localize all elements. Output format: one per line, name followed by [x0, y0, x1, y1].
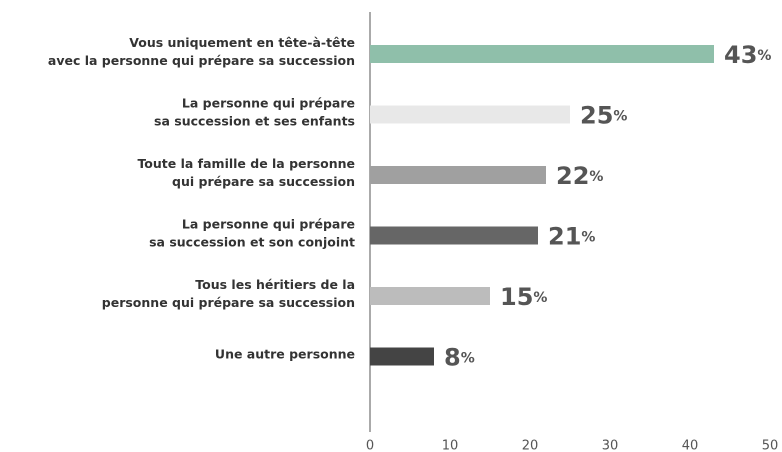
x-tick-label: 10: [442, 439, 459, 452]
category-label: La personne qui prépare sa succession et …: [154, 95, 355, 128]
x-tick-label: 30: [602, 439, 619, 452]
x-tick-label: 40: [682, 439, 699, 452]
x-tick-label: 0: [366, 439, 374, 452]
value-label: 22%: [556, 162, 603, 190]
bar: [370, 226, 538, 245]
category-label: Toute la famille de la personne qui prépa…: [137, 156, 355, 189]
bar: [370, 105, 570, 124]
x-tick-label: 50: [762, 439, 779, 452]
value-label: 25%: [580, 102, 627, 130]
value-label: 43%: [724, 41, 771, 69]
category-label: Tous les héritiers de la personne qui pré…: [102, 277, 355, 310]
category-label: La personne qui prépare sa succession et …: [149, 216, 355, 249]
value-label: 15%: [500, 283, 547, 311]
category-label: Vous uniquement en tête-à-tête avec la pe…: [48, 35, 355, 68]
bar: [370, 166, 546, 184]
value-label: 8%: [444, 344, 475, 372]
bar: [370, 347, 434, 366]
bar: [370, 45, 714, 63]
category-label: Une autre personne: [215, 346, 355, 361]
bar: [370, 287, 490, 305]
x-tick-label: 20: [522, 439, 539, 452]
value-label: 21%: [548, 223, 595, 251]
